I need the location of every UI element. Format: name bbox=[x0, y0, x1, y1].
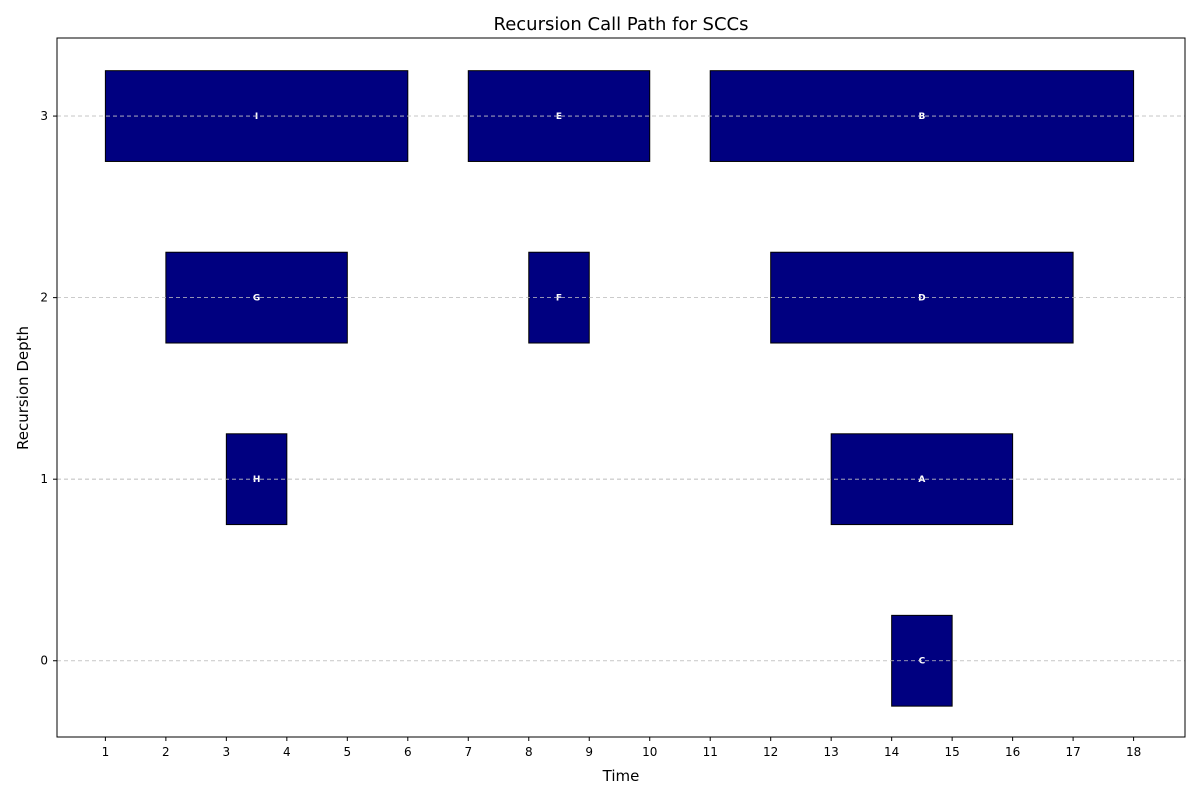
x-tick-label: 15 bbox=[945, 745, 960, 759]
y-tick-label: 2 bbox=[40, 291, 48, 305]
call-label-i: I bbox=[255, 112, 258, 122]
x-tick-label: 13 bbox=[824, 745, 839, 759]
call-label-b: B bbox=[918, 112, 925, 122]
bar-layer: I E B G F D H A C bbox=[57, 70, 1185, 707]
y-tick-label: 1 bbox=[40, 472, 48, 486]
call-label-h: H bbox=[253, 475, 261, 485]
x-tick-label: 4 bbox=[283, 745, 291, 759]
x-tick-label: 9 bbox=[585, 745, 593, 759]
chart-title: Recursion Call Path for SCCs bbox=[494, 14, 749, 35]
x-tick-label: 2 bbox=[162, 745, 170, 759]
x-tick-label: 14 bbox=[884, 745, 899, 759]
x-tick-label: 17 bbox=[1065, 745, 1080, 759]
plot-frame bbox=[56, 37, 1186, 738]
x-tick-label: 11 bbox=[703, 745, 718, 759]
y-tick-label: 0 bbox=[40, 654, 48, 668]
y-axis-label: Recursion Depth bbox=[14, 326, 32, 450]
x-axis-label: Time bbox=[602, 767, 640, 785]
x-tick-label: 7 bbox=[464, 745, 472, 759]
x-tick-label: 12 bbox=[763, 745, 778, 759]
x-tick-label: 10 bbox=[642, 745, 657, 759]
call-label-a: A bbox=[918, 475, 925, 485]
x-tick-label: 6 bbox=[404, 745, 412, 759]
call-label-e: E bbox=[556, 112, 562, 122]
call-label-d: D bbox=[918, 294, 925, 304]
x-tick-label: 3 bbox=[223, 745, 231, 759]
x-tick-label: 18 bbox=[1126, 745, 1141, 759]
x-tick-label: 8 bbox=[525, 745, 533, 759]
call-label-f: F bbox=[556, 294, 562, 304]
y-tick-label: 3 bbox=[40, 109, 48, 123]
x-tick-label: 5 bbox=[343, 745, 351, 759]
x-tick-label: 1 bbox=[102, 745, 110, 759]
call-label-g: G bbox=[253, 294, 260, 304]
x-tick-label: 16 bbox=[1005, 745, 1020, 759]
call-label-c: C bbox=[919, 657, 926, 667]
